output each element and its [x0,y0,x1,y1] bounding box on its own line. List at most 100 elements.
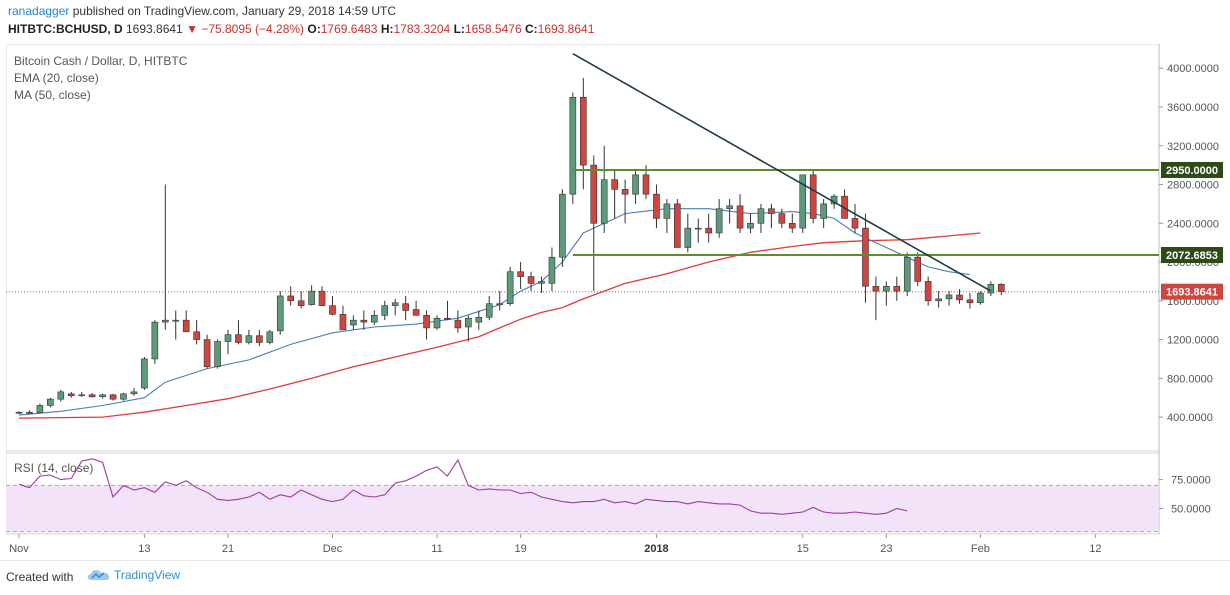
candle-body [935,298,942,302]
candle-body [308,290,315,305]
price-tick-label: 400.0000 [1167,412,1213,424]
candle-body [360,319,368,323]
down-arrow-icon: ▼ [186,22,198,36]
candle-body [590,164,598,224]
x-tick-label: 19 [514,543,526,555]
candle-body [172,319,180,322]
rsi-line [18,458,908,515]
footer: Created with TradingView [0,560,1230,595]
candle-body [883,285,890,292]
candle-body [485,303,493,318]
candle-body [653,193,660,219]
candle-body [193,331,200,340]
candle-body [329,305,336,315]
level-tag [1161,161,1223,178]
candle-body [579,96,587,166]
candle-body [799,174,807,229]
close-label: C: [524,22,538,36]
candle-body [872,285,880,292]
candle-body [214,341,221,367]
low-label: L: [453,22,465,36]
high-value: 1783.3204 [393,22,451,36]
candle-body [287,295,295,302]
candle-body [402,303,409,311]
candle-body [57,391,65,400]
candle-body [538,281,545,284]
trendline [572,52,992,292]
x-tick-label: 11 [431,543,442,555]
author-link[interactable]: ranadagger [8,4,70,18]
candle-body [423,315,430,329]
candle-body [621,189,629,195]
candle-body [924,281,932,302]
candle-body [381,305,389,316]
candle-body [350,319,357,326]
candle-body [47,398,54,406]
price-tick-label: 4000.0000 [1167,63,1219,75]
candle-body [527,276,535,284]
tradingview-cloud-icon [88,570,110,580]
last-price: 1693.8641 [126,22,183,36]
x-tick-label: Nov [9,543,29,555]
candle-body [757,208,765,224]
candle-body [224,334,232,342]
price-tick-label: 3200.0000 [1167,141,1219,153]
candle-body [266,331,274,343]
price-tick-label: 2800.0000 [1167,180,1219,192]
high-label: H: [380,22,394,36]
open-label: O: [307,22,321,36]
candle-body [548,256,556,284]
tradingview-link[interactable]: TradingView [88,568,180,582]
candle-body [945,294,953,300]
candle-body [600,179,608,224]
tradingview-brand: TradingView [114,568,181,582]
candle-body [88,394,96,398]
candle-body [465,317,472,328]
low-value: 1658.5476 [464,22,522,36]
x-tick-label: 23 [880,543,892,555]
ma50-line [18,232,981,419]
rsi-tick-label: 75.0000 [1171,475,1211,487]
candle-body [674,203,681,248]
price-chart-svg[interactable]: 400.0000800.00001200.00001600.00002000.0… [6,44,1224,556]
candle-body [433,317,441,329]
candle-body [506,271,514,305]
candle-body [67,393,75,397]
candle-body [997,284,1005,292]
publish-date: published on TradingView.com, January 29… [72,4,397,18]
candle-body [318,290,326,306]
candle-body [36,405,44,414]
publish-info: ranadagger published on TradingView.com,… [8,4,396,18]
candle-body [663,203,671,219]
chart-area[interactable]: 400.0000 800.0000 1200.0000 1600.0000 2000.0… [6,44,1224,556]
candle-body [517,271,524,277]
price-tick-label: 800.0000 [1167,373,1213,385]
last-price-tag [1161,283,1223,300]
price-tick-label: 3600.0000 [1167,102,1219,114]
x-tick-label: 12 [1089,543,1101,555]
candle-body [475,316,483,323]
candle-body [444,317,451,320]
candle-body [966,299,974,304]
candle-body [747,222,754,229]
candle-body [99,394,106,398]
price-change: −75.8095 (−4.28%) [201,22,305,36]
candle-body [611,179,618,190]
created-with-label: Created with [6,570,74,584]
candle-body [151,321,159,360]
x-tick-label: 2018 [644,543,668,555]
level-label: 2072.6853 [1166,250,1218,262]
candle-body [109,394,117,400]
candle-body [569,96,577,195]
candle-body [736,205,744,229]
candle-body [78,394,85,397]
ema20-line [18,208,970,416]
candle-body [726,205,733,210]
candle-body [903,256,911,292]
candle-body [768,208,775,214]
candle-body [412,309,420,316]
candle-body [162,319,169,323]
candle-body [141,358,148,389]
rsi-legend: RSI (14, close) [14,461,94,475]
candle-body [788,222,796,229]
